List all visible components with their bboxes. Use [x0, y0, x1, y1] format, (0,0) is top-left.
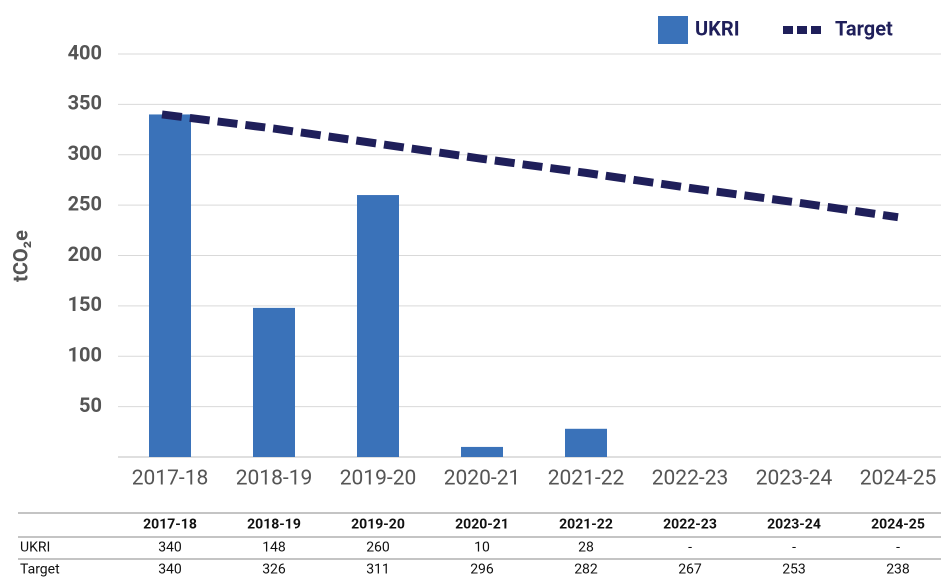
table-header: 2019-20: [351, 517, 405, 533]
y-tick-label: 50: [79, 393, 102, 417]
target-line: [161, 110, 899, 222]
table-cell: 10: [474, 540, 490, 556]
table-header: 2021-22: [559, 517, 613, 533]
table-header: 2018-19: [247, 517, 301, 533]
y-tick-label: 300: [68, 141, 102, 165]
table-row-label: Target: [20, 562, 60, 577]
y-tick-label: 200: [68, 242, 102, 266]
table-header: 2017-18: [143, 517, 197, 533]
y-tick-label: 150: [68, 292, 102, 316]
y-tick-label: 400: [68, 40, 102, 64]
x-tick-label: 2017-18: [132, 467, 209, 491]
y-tick-label: 100: [68, 343, 102, 367]
x-tick-label: 2023-24: [756, 467, 833, 491]
table-cell: 296: [470, 562, 494, 577]
table-cell: -: [896, 540, 900, 556]
bar: [565, 428, 607, 457]
table-cell: 282: [574, 562, 598, 577]
x-tick-label: 2022-23: [652, 467, 729, 491]
y-tick-label: 350: [68, 91, 102, 115]
table-cell: 267: [678, 562, 702, 577]
legend-swatch: [658, 16, 688, 44]
table-header: 2024-25: [871, 517, 925, 533]
table-row-label: UKRI: [20, 540, 50, 556]
x-tick-label: 2020-21: [444, 467, 521, 491]
table-cell: -: [688, 540, 692, 556]
table-cell: 28: [578, 540, 594, 556]
table-cell: 238: [886, 562, 910, 577]
table-header: 2022-23: [663, 517, 717, 533]
x-tick-label: 2018-19: [236, 467, 313, 491]
x-tick-label: 2024-25: [860, 467, 937, 491]
table-header: 2023-24: [767, 517, 821, 533]
bar: [357, 195, 399, 458]
bar: [253, 307, 295, 457]
table-cell: -: [792, 540, 796, 556]
table-cell: 311: [366, 562, 390, 577]
table-cell: 340: [158, 540, 182, 556]
bar: [149, 114, 191, 457]
x-tick-label: 2019-20: [340, 467, 417, 491]
y-tick-label: 250: [68, 191, 102, 215]
legend-label: UKRI: [695, 16, 740, 40]
table-cell: 253: [782, 562, 806, 577]
y-axis-label: tCO₂e: [8, 230, 32, 282]
table-cell: 260: [366, 540, 390, 556]
bar: [461, 446, 503, 457]
x-tick-label: 2021-22: [548, 467, 625, 491]
table-header: 2020-21: [455, 517, 509, 533]
table-cell: 148: [262, 540, 286, 556]
table-cell: 326: [262, 562, 286, 577]
table-cell: 340: [158, 562, 182, 577]
legend-label: Target: [835, 16, 893, 40]
